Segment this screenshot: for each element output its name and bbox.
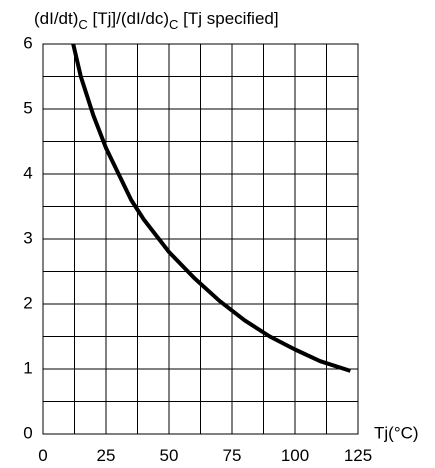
x-tick-label: 50 (160, 446, 179, 465)
y-tick-label: 6 (23, 33, 32, 52)
y-axis-label-part-b: [Tj]/(dI/dc) (88, 9, 169, 28)
series-line (71, 43, 352, 373)
x-tick-label: 125 (344, 446, 372, 465)
x-tick-label: 25 (97, 446, 116, 465)
y-axis-label-sub-1: C (78, 17, 87, 32)
y-tick-label: 1 (23, 358, 32, 377)
y-axis-label-sub-2: C (169, 17, 178, 32)
y-tick-label: 5 (23, 98, 32, 117)
y-tick-label: 3 (23, 228, 32, 247)
y-axis-label: (dI/dt)C [Tj]/(dI/dc)C [Tj specified] (34, 9, 279, 32)
grid (43, 44, 358, 434)
y-tick-label: 4 (23, 163, 32, 182)
y-axis-label-part-c: [Tj specified] (178, 9, 278, 28)
y-tick-label: 2 (23, 293, 32, 312)
x-tick-labels: 0 25 50 75 100 125 (38, 446, 372, 465)
x-tick-label: 100 (281, 446, 309, 465)
y-tick-label: 0 (23, 423, 32, 442)
plot-frame (42, 43, 359, 435)
x-axis-label: Tj(°C) (374, 423, 419, 442)
x-tick-label: 75 (223, 446, 242, 465)
y-axis-label-part-a: (dI/dt) (34, 9, 78, 28)
x-tick-label: 0 (38, 446, 47, 465)
y-tick-labels: 0 1 2 3 4 5 6 (23, 33, 32, 442)
